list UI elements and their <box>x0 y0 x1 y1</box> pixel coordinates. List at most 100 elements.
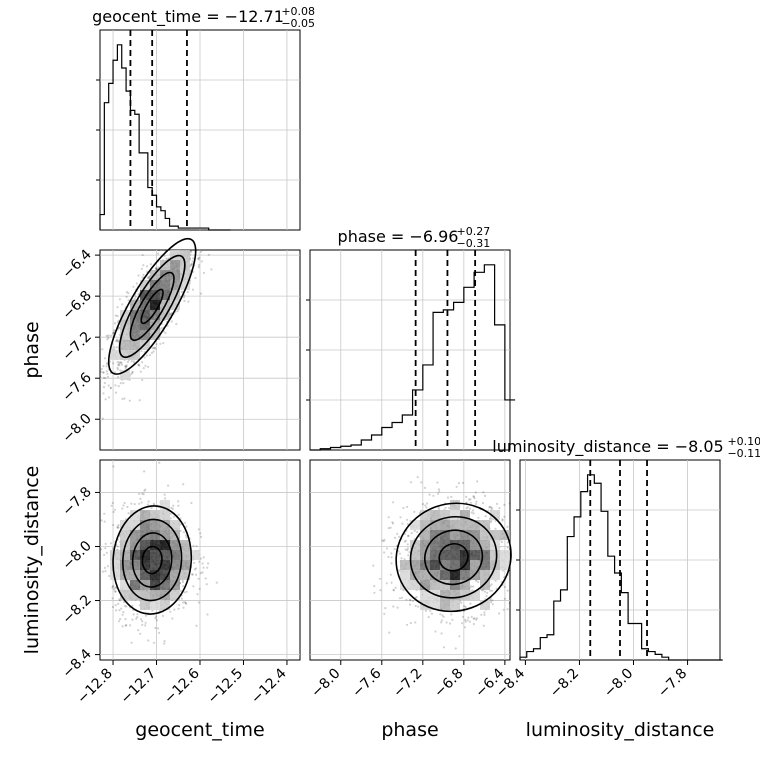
sample-point <box>123 397 126 400</box>
sample-point <box>515 521 517 523</box>
sample-point <box>141 620 144 623</box>
contour-line <box>112 505 193 615</box>
x-tick-label: −12.6 <box>161 665 203 707</box>
sample-point <box>200 535 203 539</box>
sample-point <box>390 556 393 559</box>
sample-point <box>125 365 128 368</box>
sample-point <box>112 523 115 527</box>
sample-point <box>130 372 133 376</box>
sample-point <box>472 495 475 498</box>
density-cell <box>500 560 510 570</box>
density-cell <box>110 570 120 580</box>
sample-point <box>198 256 201 259</box>
sample-point <box>140 501 143 504</box>
density-cell <box>460 510 470 520</box>
sample-point <box>164 497 167 500</box>
sample-point <box>195 545 198 548</box>
sample-point <box>119 361 122 364</box>
sample-point <box>126 360 129 364</box>
density-cell <box>160 500 170 510</box>
sample-point <box>436 481 439 484</box>
sample-point <box>170 506 173 509</box>
sample-point <box>199 250 203 253</box>
sample-point <box>475 579 478 582</box>
density-cell <box>140 330 150 340</box>
y-axis-label-phase: phase <box>21 321 43 378</box>
title-geocent_time: geocent_time = −12.71+0.08−0.05 <box>92 5 315 30</box>
sample-point <box>437 508 440 511</box>
sample-point <box>169 517 172 520</box>
sample-point <box>207 562 210 565</box>
sample-point <box>105 334 108 337</box>
sample-point <box>513 585 515 587</box>
sample-point <box>126 505 129 509</box>
sample-point <box>100 370 103 373</box>
density-cell <box>160 550 170 560</box>
sample-point <box>132 613 135 616</box>
sample-point <box>506 541 509 544</box>
sample-point <box>117 526 120 529</box>
sample-point <box>118 361 121 364</box>
sample-point <box>379 589 382 592</box>
density-cell <box>180 240 190 250</box>
sample-point <box>184 235 186 237</box>
sample-point <box>117 620 121 623</box>
sample-point <box>464 620 467 623</box>
sample-point <box>104 570 107 573</box>
sample-point <box>155 343 158 346</box>
sample-point <box>156 627 160 630</box>
sample-point <box>118 598 121 601</box>
density-cell <box>180 570 190 580</box>
density-cell <box>170 560 180 570</box>
sample-point <box>169 238 171 240</box>
sample-point <box>157 250 161 252</box>
density-cell <box>450 590 460 600</box>
sample-point <box>406 549 409 552</box>
sample-point <box>201 571 204 574</box>
sample-point <box>94 357 96 359</box>
sample-point <box>197 601 201 604</box>
sample-point <box>116 306 119 309</box>
sample-point <box>180 243 182 245</box>
density-cell <box>440 600 450 610</box>
sample-point <box>393 548 396 551</box>
sample-point <box>461 481 465 485</box>
sample-point <box>158 631 161 635</box>
sample-point <box>406 623 409 626</box>
density-cell <box>160 580 170 590</box>
y-tick-label: −7.8 <box>59 484 94 519</box>
density-cell <box>150 280 160 290</box>
sample-point <box>129 624 132 627</box>
sample-point <box>195 624 198 627</box>
sample-point <box>160 327 163 330</box>
sample-point <box>408 598 411 601</box>
sample-point <box>201 562 204 565</box>
sample-point <box>416 530 419 534</box>
sample-point <box>183 299 186 302</box>
density-cell <box>460 540 470 550</box>
panel-hist-geocent_time <box>96 29 301 231</box>
sample-point <box>177 504 180 507</box>
sample-point <box>506 608 509 611</box>
sample-point <box>383 612 386 615</box>
sample-point <box>394 586 397 589</box>
density-cell <box>140 570 150 580</box>
sample-point <box>111 547 114 550</box>
sample-point <box>141 623 144 627</box>
sample-point <box>448 622 452 625</box>
sample-point <box>138 492 141 495</box>
density-cell <box>450 540 460 550</box>
sample-point <box>122 601 126 604</box>
density-cell <box>400 570 410 580</box>
density-cell <box>500 550 510 560</box>
sample-point <box>391 522 395 525</box>
sample-point <box>114 391 118 394</box>
sample-point <box>187 300 190 303</box>
sample-point <box>465 507 468 510</box>
sample-point <box>131 370 134 373</box>
contour-line <box>131 532 173 588</box>
sample-point <box>125 624 128 627</box>
sample-point <box>184 247 186 249</box>
sample-point <box>117 340 120 343</box>
sample-point <box>392 588 395 591</box>
